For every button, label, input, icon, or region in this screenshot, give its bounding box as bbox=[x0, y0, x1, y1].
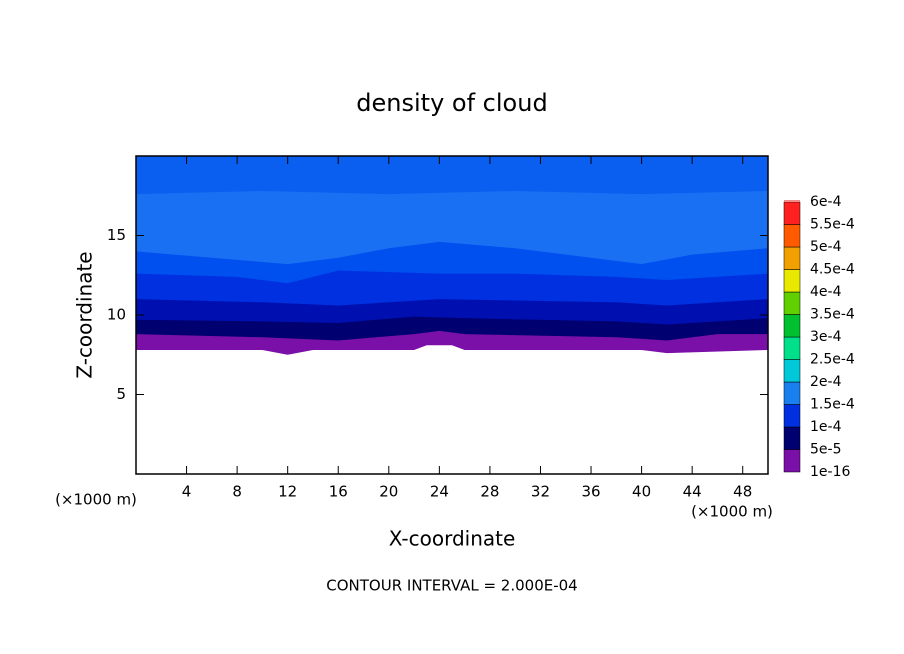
x-tick-label: 20 bbox=[379, 483, 398, 501]
x-tick-label: 24 bbox=[430, 483, 449, 501]
colorbar-cell bbox=[783, 449, 801, 473]
colorbar-label: 1e-16 bbox=[810, 464, 850, 480]
colorbar-label: 2.5e-4 bbox=[810, 352, 855, 368]
colorbar-label: 4e-4 bbox=[810, 284, 842, 300]
colorbar-cell bbox=[783, 336, 801, 360]
colorbar-label: 5e-4 bbox=[810, 239, 842, 255]
x-tick-label: 4 bbox=[182, 483, 192, 501]
colorbar-cell bbox=[783, 246, 801, 270]
x-tick-label: 16 bbox=[329, 483, 348, 501]
y-tick-label: 5 bbox=[116, 385, 126, 403]
x-tick-label: 44 bbox=[683, 483, 702, 501]
x-tick-label: 48 bbox=[733, 483, 752, 501]
colorbar-cell bbox=[783, 359, 801, 383]
colorbar-label: 3.5e-4 bbox=[810, 307, 855, 323]
colorbar-cell bbox=[783, 404, 801, 428]
colorbar-label: 5.5e-4 bbox=[810, 217, 855, 233]
y-tick-label: 10 bbox=[107, 306, 126, 324]
colorbar-cell bbox=[783, 224, 801, 248]
y-axis-label: Z-coordinate bbox=[73, 251, 97, 378]
x-tick-label: 28 bbox=[480, 483, 499, 501]
y-tick-label: 15 bbox=[107, 226, 126, 244]
colorbar-label: 5e-5 bbox=[810, 442, 841, 458]
colorbar-label: 1.5e-4 bbox=[810, 397, 855, 413]
colorbar-cell bbox=[783, 201, 801, 225]
colorbar-label: 2e-4 bbox=[810, 374, 842, 390]
y-unit: (×1000 m) bbox=[55, 491, 137, 509]
colorbar-label: 6e-4 bbox=[810, 194, 842, 210]
colorbar-label: 3e-4 bbox=[810, 329, 842, 345]
x-axis-label: X-coordinate bbox=[389, 527, 516, 551]
colorbar-swatch bbox=[784, 200, 800, 202]
x-unit: (×1000 m) bbox=[691, 503, 773, 521]
x-tick-label: 40 bbox=[632, 483, 651, 501]
chart-title: density of cloud bbox=[356, 89, 547, 117]
colorbar-label: 4.5e-4 bbox=[810, 262, 855, 278]
colorbar-label: 1e-4 bbox=[810, 419, 842, 435]
x-tick-label: 8 bbox=[232, 483, 242, 501]
contour-band bbox=[136, 156, 768, 195]
x-tick-label: 12 bbox=[278, 483, 297, 501]
x-tick-label: 36 bbox=[581, 483, 600, 501]
colorbar-cell bbox=[783, 269, 801, 293]
colorbar-cell bbox=[783, 426, 801, 450]
annotation: CONTOUR INTERVAL = 2.000E-04 bbox=[326, 577, 577, 595]
colorbar-cell bbox=[783, 381, 801, 405]
colorbar-cell bbox=[783, 314, 801, 338]
x-tick-label: 32 bbox=[531, 483, 550, 501]
colorbar-cell bbox=[783, 291, 801, 315]
